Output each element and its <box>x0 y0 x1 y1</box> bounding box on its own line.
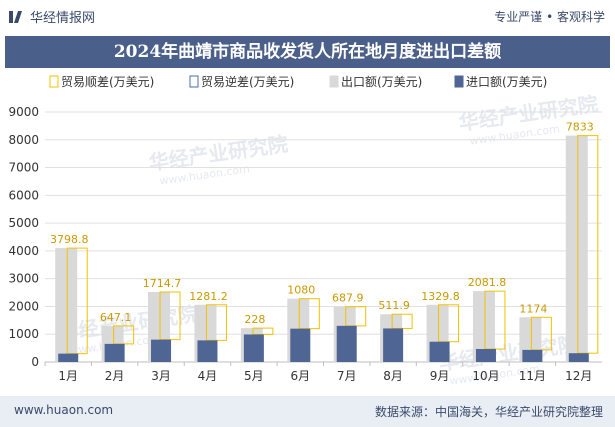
legend-swatch <box>329 75 339 88</box>
y-tick-label: 3000 <box>8 272 39 286</box>
tagline: 专业严谨 • 客观科学 <box>494 10 605 24</box>
chart: 贸易顺差(万美元) 贸易逆差(万美元) 出口额(万美元) 进口额(万美元) 华经产业研… <box>8 74 602 388</box>
x-tick-label: 4月 <box>198 369 218 383</box>
x-axis: 1月 2月 3月 4月 5月 6月 7月 8月 9月 10月 11月 12月 <box>44 362 592 383</box>
surplus-data-label: 1080 <box>287 284 315 297</box>
surplus-data-label: 3798.8 <box>50 233 89 246</box>
legend-item-4: 进口额(万美元) <box>454 75 547 89</box>
brand: 华经情报网 <box>8 7 95 26</box>
surplus-data-label: 647.1 <box>100 311 132 324</box>
watermarks: 华经产业研究院www.huaon.com华经产业研究院www.huaon.com… <box>57 92 599 388</box>
x-tick-label: 10月 <box>472 369 499 383</box>
y-axis: 0 1000 2000 3000 4000 5000 6000 7000 8000 9000 <box>8 105 39 369</box>
surplus-data-label: 2081.8 <box>468 276 507 289</box>
surplus-data-label: 687.9 <box>332 292 364 305</box>
export-bar <box>472 291 495 362</box>
x-tick-label: 11月 <box>519 369 546 383</box>
legend: 贸易顺差(万美元) 贸易逆差(万美元) 出口额(万美元) 进口额(万美元) <box>49 74 547 89</box>
x-tick-label: 1月 <box>58 369 78 383</box>
legend-swatch <box>189 75 199 88</box>
legend-label: 贸易逆差(万美元) <box>201 74 294 89</box>
y-tick-label: 9000 <box>8 105 39 119</box>
import-bar <box>197 340 218 362</box>
chart-title: 2024年曲靖市商品收发货人所在地月度进出口差额 <box>113 42 502 62</box>
surplus-data-label: 7833 <box>566 121 594 134</box>
legend-swatch <box>454 75 464 88</box>
brand-name: 华经情报网 <box>30 11 96 26</box>
x-tick-label: 3月 <box>151 369 171 383</box>
import-bar <box>475 348 496 362</box>
y-tick-label: 1000 <box>8 327 39 341</box>
surplus-data-label: 1714.7 <box>143 277 182 290</box>
y-tick-label: 8000 <box>8 133 39 147</box>
export-bar <box>565 135 588 362</box>
import-bar <box>104 343 125 362</box>
footer-source: 数据来源：中国海关，华经产业研究院整理 <box>374 405 603 419</box>
x-tick-label: 9月 <box>430 369 450 383</box>
y-tick-label: 5000 <box>8 216 39 230</box>
import-bar <box>290 328 311 362</box>
import-bar <box>383 328 404 362</box>
x-tick-label: 5月 <box>244 369 264 383</box>
footer: www.huaon.com 数据来源：中国海关，华经产业研究院整理 <box>0 396 615 427</box>
import-bar <box>336 325 357 362</box>
y-tick-label: 0 <box>31 355 39 369</box>
import-bar <box>58 353 79 362</box>
legend-item-3: 出口额(万美元) <box>329 75 422 89</box>
bars: 3798.8 647.1 1714.7 1281.2 228 1080 687.9 511.9… <box>50 121 599 362</box>
surplus-data-label: 228 <box>244 313 265 326</box>
legend-label: 贸易顺差(万美元) <box>61 75 154 89</box>
title-bar: 2024年曲靖市商品收发货人所在地月度进出口差额 <box>5 36 610 68</box>
y-tick-label: 2000 <box>8 299 39 313</box>
y-tick-label: 6000 <box>8 188 39 202</box>
y-tick-label: 4000 <box>8 244 39 258</box>
surplus-data-label: 1281.2 <box>189 290 228 303</box>
legend-label: 出口额(万美元) <box>341 75 422 89</box>
top-bar: 华经情报网 专业严谨 • 客观科学 <box>0 0 615 34</box>
x-tick-label: 2月 <box>105 369 125 383</box>
import-bar <box>522 349 543 362</box>
legend-item-1: 贸易顺差(万美元) <box>49 75 154 89</box>
import-bar <box>151 339 172 362</box>
x-tick-label: 6月 <box>290 369 310 383</box>
x-tick-label: 8月 <box>383 369 403 383</box>
x-tick-label: 7月 <box>337 369 357 383</box>
y-tick-label: 7000 <box>8 161 39 175</box>
footer-site: www.huaon.com <box>14 403 114 417</box>
export-bar <box>55 248 78 362</box>
surplus-data-label: 511.9 <box>378 299 410 312</box>
huajing-logo-icon <box>9 10 22 23</box>
surplus-data-label: 1174 <box>519 302 547 315</box>
x-tick-label: 12月 <box>565 369 592 383</box>
legend-swatch <box>49 75 59 88</box>
import-bar <box>243 334 264 362</box>
import-bar <box>568 353 589 362</box>
surplus-data-label: 1329.8 <box>421 290 460 303</box>
legend-label: 进口额(万美元) <box>466 75 547 89</box>
import-bar <box>429 341 450 362</box>
legend-item-2: 贸易逆差(万美元) <box>189 74 294 89</box>
